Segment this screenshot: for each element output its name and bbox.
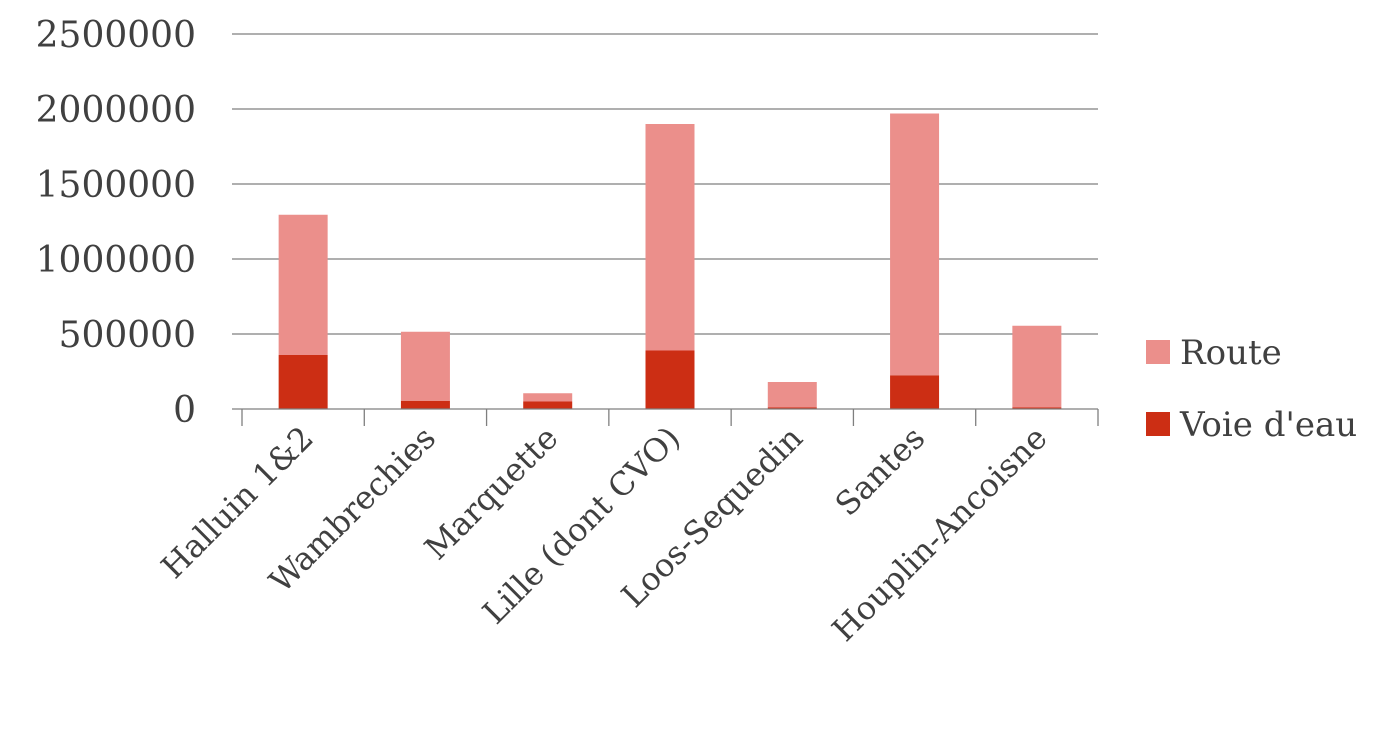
y-tick-label: 1000000 xyxy=(36,240,196,281)
y-tick-label: 500000 xyxy=(59,315,196,356)
y-tick-label: 0 xyxy=(173,390,196,431)
legend-swatch-route xyxy=(1146,340,1170,364)
bars xyxy=(278,113,1062,409)
bar-voie-d-eau xyxy=(767,407,817,409)
bar-voie-d-eau xyxy=(523,401,573,409)
axes xyxy=(232,408,1099,426)
bar-voie-d-eau xyxy=(278,355,328,409)
y-tick-label: 1500000 xyxy=(36,165,196,206)
legend-label-route: Route xyxy=(1180,333,1282,373)
bar-voie-d-eau xyxy=(890,375,940,409)
bar-route xyxy=(1012,325,1062,408)
bar-route xyxy=(645,124,695,351)
legend-swatch-voie-d-eau xyxy=(1146,412,1170,436)
bar-route xyxy=(278,214,328,355)
x-tick-label: Santes xyxy=(828,419,933,524)
legend: Route Voie d'eau xyxy=(1146,333,1357,445)
legend-label-voie-d-eau: Voie d'eau xyxy=(1179,405,1357,445)
bar-voie-d-eau xyxy=(1012,407,1062,409)
x-tick-label: Houplin-Ancoisne xyxy=(825,419,1055,649)
bar-route xyxy=(400,331,450,401)
y-tick-label: 2000000 xyxy=(36,90,196,131)
bar-voie-d-eau xyxy=(645,350,695,409)
bar-route xyxy=(767,382,817,408)
bar-route xyxy=(523,393,573,402)
y-tick-label: 2500000 xyxy=(36,15,196,56)
bar-voie-d-eau xyxy=(400,400,450,409)
bar-route xyxy=(890,113,940,376)
y-axis-tick-labels: 0 500000 1000000 1500000 2000000 2500000 xyxy=(36,15,196,431)
